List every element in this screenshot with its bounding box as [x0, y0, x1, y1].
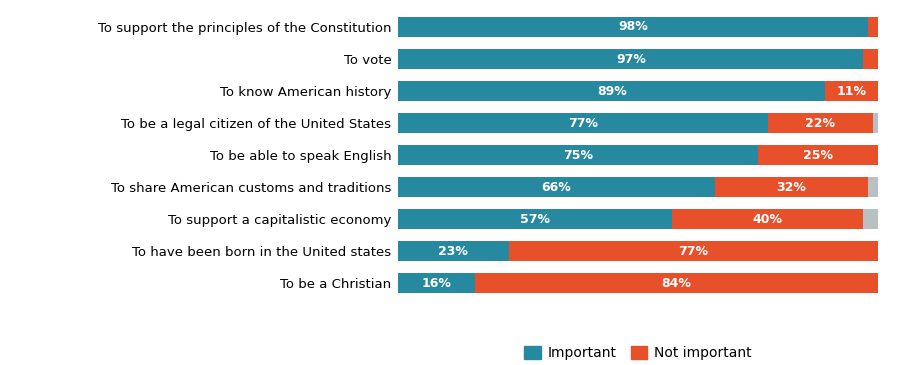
Text: 40%: 40% [753, 213, 783, 226]
Text: 84%: 84% [662, 277, 691, 290]
Bar [398, 81, 825, 101]
Text: 89%: 89% [596, 85, 626, 97]
Bar [758, 145, 878, 165]
Text: 11%: 11% [836, 85, 866, 97]
Text: 23%: 23% [438, 245, 468, 258]
Bar [398, 273, 475, 293]
Bar [863, 209, 878, 229]
Bar [398, 113, 767, 133]
Bar [398, 49, 863, 69]
Text: 57%: 57% [519, 213, 550, 226]
Bar [398, 241, 509, 261]
Legend: Important, Not important: Important, Not important [519, 341, 757, 365]
Bar [868, 17, 878, 37]
Text: 66%: 66% [541, 181, 571, 194]
Text: 22%: 22% [805, 116, 835, 130]
Text: 77%: 77% [678, 245, 709, 258]
Text: 32%: 32% [776, 181, 806, 194]
Bar [509, 241, 878, 261]
Bar [672, 209, 863, 229]
Bar [398, 145, 758, 165]
Bar [767, 113, 873, 133]
Bar [398, 17, 868, 37]
Bar [398, 209, 672, 229]
Text: 77%: 77% [567, 116, 598, 130]
Text: 75%: 75% [563, 149, 593, 162]
Bar [863, 49, 878, 69]
Text: 98%: 98% [618, 20, 648, 34]
Bar [868, 177, 878, 197]
Bar [715, 177, 868, 197]
Bar [398, 177, 715, 197]
Bar [873, 113, 878, 133]
Text: 97%: 97% [616, 53, 646, 65]
Bar [475, 273, 878, 293]
Bar [825, 81, 878, 101]
Text: 16%: 16% [422, 277, 452, 290]
Text: 25%: 25% [803, 149, 833, 162]
